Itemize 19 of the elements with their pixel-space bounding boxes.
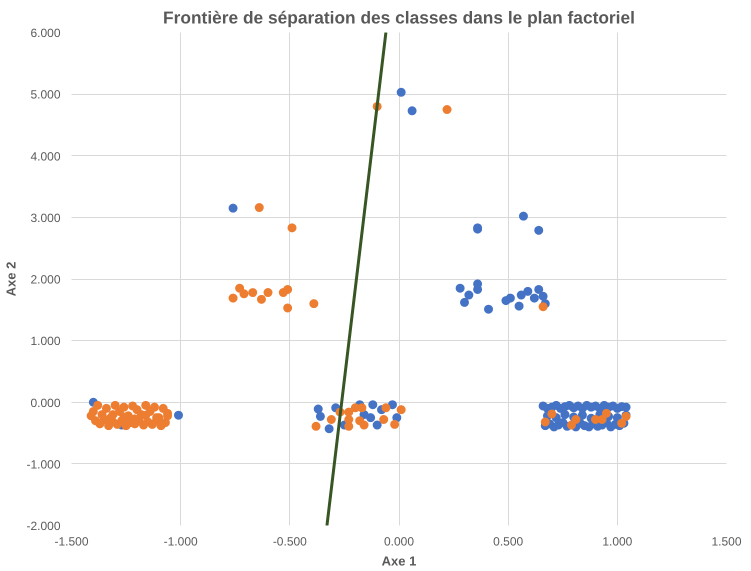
- y-axis-title: Axe 2: [3, 262, 18, 296]
- chart-title: Frontière de séparation des classes dans le plan factoriel: [163, 8, 635, 28]
- y-tick-label: 4.000: [30, 149, 61, 164]
- x-tick-label: -1.000: [164, 534, 198, 548]
- x-tick-label: 1.500: [711, 534, 742, 548]
- y-tick-label: 2.000: [30, 272, 61, 286]
- x-tick-label: -0.500: [272, 534, 308, 548]
- y-tick-label: 5.000: [30, 88, 61, 102]
- y-tick-label: 0.000: [30, 396, 61, 410]
- y-tick-label: 6.000: [30, 26, 61, 40]
- x-tick-label: 1.000: [602, 534, 633, 548]
- y-tick-label: 1.000: [30, 334, 61, 348]
- y-tick-label: -2.000: [26, 519, 61, 533]
- x-tick-label: 0.500: [493, 534, 524, 548]
- y-tick-label: -1.000: [26, 457, 61, 472]
- y-tick-label: 3.000: [30, 210, 61, 225]
- x-axis-title: Axe 1: [382, 554, 416, 568]
- x-tick-label: 0.000: [384, 534, 414, 548]
- x-tick-label: -1.500: [54, 534, 89, 548]
